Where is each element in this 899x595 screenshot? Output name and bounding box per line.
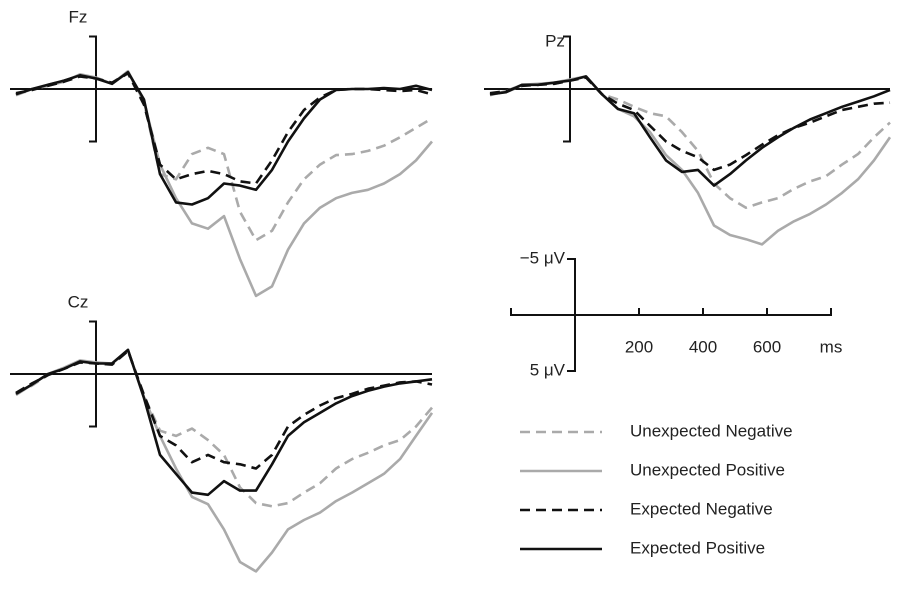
legend-label: Unexpected Negative bbox=[630, 421, 793, 440]
legend-label: Expected Negative bbox=[630, 499, 773, 518]
x-tick-label: 400 bbox=[689, 337, 717, 356]
panel-title: Fz bbox=[69, 7, 88, 26]
legend-label: Expected Positive bbox=[630, 538, 765, 557]
erp-wave bbox=[15, 348, 433, 497]
panel-title: Pz bbox=[545, 31, 565, 50]
x-tick-label: 200 bbox=[625, 337, 653, 356]
erp-wave bbox=[489, 76, 891, 172]
erp-wave bbox=[15, 348, 434, 573]
legend-label: Unexpected Positive bbox=[630, 460, 785, 479]
y-tick-label: 5 μV bbox=[530, 360, 566, 379]
erp-wave bbox=[15, 70, 433, 206]
y-tick-label: −5 μV bbox=[520, 248, 566, 267]
erp-wave bbox=[489, 76, 891, 209]
erp-wave bbox=[489, 75, 892, 246]
panel-title: Cz bbox=[68, 292, 89, 311]
erp-wave bbox=[15, 349, 433, 508]
x-tick-label: ms bbox=[820, 337, 843, 356]
erp-wave bbox=[489, 75, 891, 187]
x-tick-label: 600 bbox=[753, 337, 781, 356]
erp-wave bbox=[15, 349, 433, 470]
